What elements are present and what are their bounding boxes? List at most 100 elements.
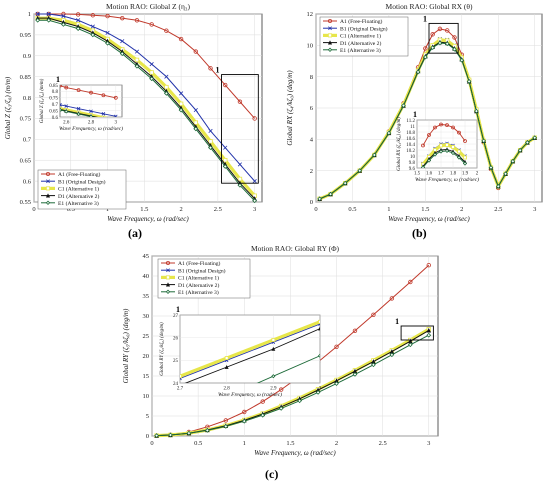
- chart-a-inset-series-line: [60, 104, 116, 117]
- chart-b-inset-data-point: [450, 150, 456, 156]
- chart-a-data-point: [164, 74, 169, 79]
- chart-a-data-point: [134, 18, 140, 23]
- chart-a-data-point: [164, 28, 169, 33]
- chart-a-legend-label: B1 (Original Design): [58, 178, 106, 185]
- chart-a-inset-y-axis-label: Global Z (ζ₃/ζ₀) (m/m): [39, 78, 45, 123]
- chart-a-legend-item: C1 (Alternative 1): [41, 186, 99, 193]
- chart-b-inset-x-tick-label: 1.9: [462, 172, 469, 177]
- chart-c-inset-label: 1: [176, 305, 180, 314]
- chart-c-series-4: [154, 332, 432, 438]
- chart-a-inset-x-tick-label: 2.6: [63, 121, 70, 126]
- chart-a-legend-label: A1 (Free-Floating): [58, 171, 101, 178]
- chart-c-data-point: [204, 428, 210, 433]
- chart-b-inset-x-tick-label: 2: [476, 172, 479, 177]
- chart-a-y-tick-label: 0.75: [20, 116, 31, 123]
- chart-c-data-point: [408, 279, 413, 285]
- chart-b-inset-data-point: [445, 142, 449, 147]
- chart-a-inset-y-tick-label: 0.75: [49, 97, 58, 102]
- chart-c-y-tick-label: 5: [146, 413, 149, 420]
- chart-b-y-tick-label: 10: [307, 43, 314, 50]
- chart-a-data-point: [178, 36, 184, 42]
- chart-a-title: Motion RAO: Global Z (η₃): [106, 2, 191, 11]
- chart-a-inset-data-point: [64, 109, 69, 114]
- chart-a-inset-data-point: [64, 85, 69, 90]
- chart-c-data-point: [242, 409, 247, 415]
- chart-a-inset: 2.6 2.8 3 0.6 0.650.70.75 0.80.85 Wave Frequen…: [39, 75, 123, 132]
- chart-b-inset-data-point: [457, 149, 461, 154]
- chart-a-data-point: [208, 128, 213, 134]
- chart-c-inset: 2.7 2.8 2.9 3 24 25 26 27 Wave Frequency, ω (rad…: [159, 305, 322, 398]
- chart-b-y-tick-label: 4: [310, 137, 314, 144]
- chart-c-inset-x-tick-label: 2.8: [224, 387, 231, 392]
- chart-a-inset-data-point: [60, 103, 62, 107]
- chart-c-data-point: [278, 387, 284, 392]
- chart-b-svg: Motion RAO: Global RX (θ) 0 0.5 1 1.5 2 2.5 3 0 2…: [286, 2, 543, 223]
- chart-b-inset-data-point: [432, 152, 438, 157]
- chart-b-inset-data-point: [463, 155, 467, 160]
- chart-c-data-point: [352, 372, 358, 377]
- chart-a-legend-marker: [46, 186, 51, 191]
- chart-a-legend-marker: [46, 171, 51, 176]
- chart-a-y-tick-label: 0.7: [23, 137, 32, 144]
- chart-a-data-point: [252, 198, 258, 204]
- chart-b-data-point: [481, 138, 487, 144]
- chart-c-data-point: [223, 424, 229, 429]
- chart-a-inset-y-tick-label: 0.8: [52, 90, 59, 95]
- chart-b-inset-x-tick-label: 1.5: [414, 172, 421, 177]
- chart-b-legend-label: D1 (Alternative 2): [340, 40, 381, 47]
- chart-a-data-point: [105, 40, 110, 46]
- chart-c-data-point: [371, 362, 376, 368]
- chart-b-legend-item: B1 (Original Design): [323, 25, 388, 32]
- chart-a-series-line: [37, 16, 256, 197]
- chart-a-series-line: [37, 13, 256, 119]
- chart-a-series-line: [37, 19, 256, 202]
- chart-a-x-tick-label: 1: [106, 206, 109, 213]
- chart-a-data-point: [223, 82, 228, 88]
- chart-b-inset-x-tick-label: 1.7: [438, 172, 445, 177]
- chart-c-legend-label: E1 (Alternative 3): [178, 289, 219, 296]
- chart-a-inset-x-tick-label: 2.8: [88, 121, 95, 126]
- chart-b-inset-y-tick-label: 9.6: [409, 167, 416, 172]
- chart-c-data-point: [223, 418, 229, 423]
- chart-a-data-point: [46, 17, 52, 23]
- chart-a-legend-marker: [45, 193, 51, 198]
- chart-b-data-point: [488, 165, 494, 170]
- chart-b-inset-y-tick-label: 11: [410, 125, 415, 130]
- chart-a-data-point: [149, 62, 154, 67]
- chart-c-inset-data-point: [317, 353, 320, 358]
- chart-c-x-tick-label: 2.5: [379, 440, 387, 447]
- chart-a-series-1: [35, 11, 257, 184]
- chart-a-data-point: [237, 182, 243, 188]
- chart-b-x-tick-label: 1: [387, 206, 390, 213]
- chart-b-data-point: [452, 35, 457, 40]
- chart-b-x-tick-label: 1.5: [421, 206, 429, 213]
- chart-a-data-point: [193, 49, 199, 54]
- chart-c-legend-item: A1 (Free-Floating): [161, 260, 221, 267]
- chart-a-data-point: [90, 13, 96, 18]
- chart-c-data-point: [407, 342, 413, 348]
- chart-b-data-point: [430, 45, 436, 51]
- chart-b-inset-data-point: [444, 148, 450, 153]
- chart-c-x-tick-label: 2: [335, 440, 338, 447]
- chart-b-x-tick-label: 2: [460, 206, 463, 213]
- chart-c-legend-marker: [166, 275, 171, 280]
- chart-a-inset-data-point: [64, 104, 68, 108]
- chart-panel-a: Motion RAO: Global Z (η₃) 0 0.5 1 1.5 2 2.5 3 0.…: [0, 0, 272, 240]
- chart-b-series-4: [317, 40, 538, 202]
- chart-a-data-point: [61, 22, 66, 27]
- chart-c-inset-y-tick-label: 27: [173, 314, 179, 319]
- chart-c-inset-x-tick-label: 3: [319, 387, 322, 392]
- chart-c-inset-data-point: [224, 364, 229, 369]
- chart-b-inset-data-point: [438, 149, 444, 154]
- chart-b-data-point: [532, 135, 538, 141]
- chart-a-inset-data-point: [101, 93, 106, 98]
- chart-b-legend-marker: [328, 26, 332, 31]
- chart-c-legend-marker: [165, 282, 171, 287]
- chart-a-y-tick-label: 0.85: [20, 74, 31, 81]
- panel-label-c: (c): [265, 467, 279, 481]
- chart-a-zoom-box: [221, 74, 259, 184]
- chart-c-y-axis-label: Global RY (ζ₅/kζ₀) (deg/m): [122, 308, 130, 383]
- chart-a-data-point: [120, 39, 125, 44]
- chart-c-inset-x-tick-label: 2.7: [177, 387, 184, 392]
- chart-b-y-axis-label: Global RX (ζ₄/kζ₀) (deg/m): [286, 70, 294, 146]
